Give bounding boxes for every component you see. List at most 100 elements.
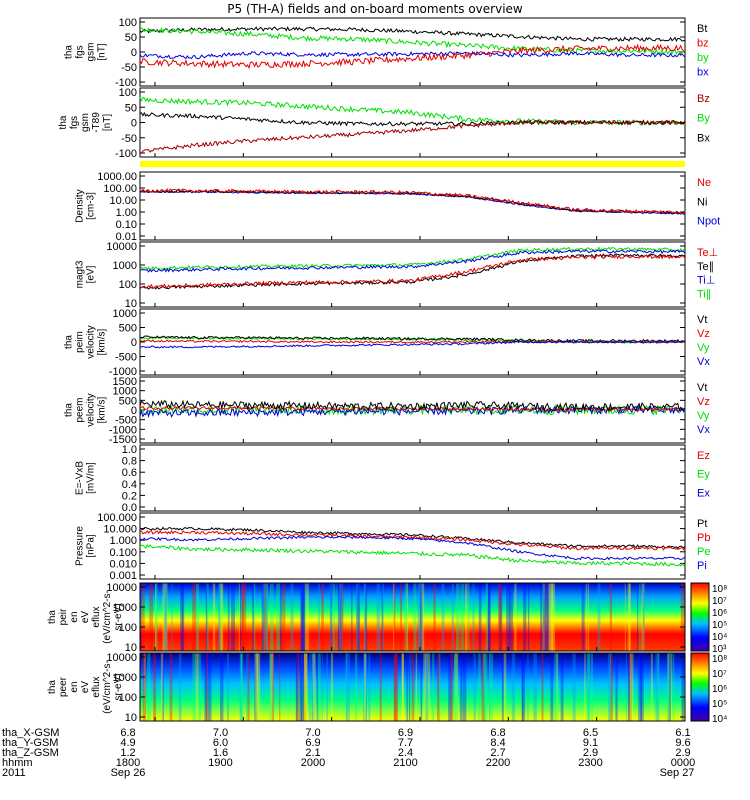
spectrogram-streak — [299, 653, 303, 721]
y-tick-label: 10000 — [106, 652, 137, 664]
panel-frame — [139, 241, 686, 308]
spectrogram-streak — [300, 653, 305, 721]
trace-pressure-0 — [139, 526, 686, 550]
spectrogram-streak — [454, 653, 459, 721]
spectrogram-streak — [142, 653, 146, 721]
spectrogram-streak — [423, 653, 427, 721]
legend-pressure-item: Pe — [697, 546, 710, 558]
spectrogram-streak — [607, 653, 611, 721]
spectrogram-streak — [610, 653, 613, 721]
y-tick-label: 100 — [119, 692, 137, 704]
y-tick-label: -1500 — [109, 434, 137, 446]
colorbar-peer — [690, 652, 710, 722]
x-tick-label: 6.0 — [213, 737, 228, 749]
trace-temp-1 — [139, 249, 686, 273]
legend-density-item: Ni — [697, 196, 707, 208]
spectrogram-streak — [413, 583, 417, 651]
spectrogram-streak — [587, 653, 590, 721]
spectrogram-streak — [303, 653, 308, 721]
spectrogram-streak — [296, 653, 300, 721]
spectrogram-streak — [401, 653, 404, 721]
spectrogram-streak — [301, 583, 305, 651]
legend-efield-item: Ex — [697, 487, 710, 499]
y-axis-label: peer — [58, 676, 69, 697]
x-tick-label: 2100 — [393, 757, 417, 769]
y-axis-label: [nT] — [97, 43, 108, 60]
y-tick-label: 500 — [119, 323, 137, 335]
spectrogram-streak — [317, 653, 321, 721]
x-tick-label: 2.1 — [305, 747, 320, 759]
spectrogram-streak — [503, 653, 507, 721]
trace-fgs-0 — [139, 26, 686, 43]
spectrogram-streak — [160, 653, 164, 721]
y-tick-label: 100.000 — [97, 512, 137, 524]
spectrogram-streak — [472, 583, 475, 651]
spectrogram-streak — [364, 583, 367, 651]
spectrogram-streak — [547, 583, 551, 651]
spectrogram-streak — [506, 583, 510, 651]
spectrogram-streak — [556, 653, 559, 721]
y-axis-label: peir — [58, 608, 69, 625]
legend-temp-item: Te⊥ — [697, 247, 718, 259]
y-axis-label: gsm — [80, 113, 91, 132]
spectrogram-streak — [304, 583, 306, 651]
spectrogram-streak — [205, 653, 209, 721]
y-axis-label: [km/s] — [97, 328, 108, 355]
spectrogram-streak — [487, 583, 491, 651]
spectrogram-streak — [541, 653, 544, 721]
y-axis-label: eV — [80, 681, 91, 694]
spectrogram-streak — [624, 583, 626, 651]
spectrogram-streak — [546, 583, 550, 651]
data-quality-bar — [140, 161, 685, 167]
spectrogram-streak — [499, 583, 503, 651]
spectrogram-streak — [460, 583, 465, 651]
spectrogram-streak — [511, 653, 516, 721]
plot-area-temp — [140, 242, 685, 307]
y-axis-label: [nT] — [102, 114, 113, 131]
y-tick-label: 10.00 — [109, 195, 137, 207]
spectrogram-streak — [439, 653, 441, 721]
x-tick-label: 9.1 — [583, 737, 598, 749]
y-tick-label: 0.6 — [122, 467, 137, 479]
trace-fgs-2 — [139, 50, 686, 60]
spectrogram-streak — [432, 653, 435, 721]
plot-area-fgs — [140, 18, 685, 86]
y-tick-label: 0.01 — [116, 231, 137, 243]
spectrogram-streak — [417, 583, 420, 651]
y-axis-label: sr-eV) — [113, 673, 124, 700]
spectrogram-streak — [340, 583, 342, 651]
colorbar-tick: 10⁸ — [712, 584, 727, 595]
legend-density-item: Ne — [697, 177, 711, 189]
y-tick-label: 100 — [119, 87, 137, 99]
y-axis-label: tha — [47, 610, 58, 624]
spectrogram-streak — [521, 653, 524, 721]
spectrogram-streak — [609, 583, 612, 651]
spectrogram-streak — [227, 653, 229, 721]
spectrogram-streak — [551, 583, 556, 651]
spectrogram-streak — [521, 653, 526, 721]
spectrogram-streak — [420, 583, 423, 651]
panel-fgs: 100 50 0 -50 -100 tha fgs gsm [nT] Bt bz by bx — [64, 17, 710, 89]
legend-peem-item: Vy — [697, 410, 710, 422]
spectrogram-streak — [279, 653, 281, 721]
spectrogram-streak — [195, 653, 199, 721]
spectrogram-streak — [542, 583, 545, 651]
legend-peim-item: Vy — [697, 342, 710, 354]
y-tick-label: 1000 — [113, 386, 137, 398]
row-label: hhmm — [2, 757, 33, 769]
trace-pressure-3 — [139, 543, 686, 567]
x-tick-label: 6.8 — [120, 727, 135, 739]
panel-frame — [139, 582, 686, 652]
x-tick-label: 0000 — [671, 757, 695, 769]
spectrogram-streak — [420, 583, 425, 651]
spectrogram-streak — [543, 583, 547, 651]
x-tick-label: 4.9 — [120, 737, 135, 749]
spectrogram-streak — [551, 583, 554, 651]
spectrogram-streak — [401, 653, 404, 721]
y-tick-label: 0.0 — [122, 502, 137, 514]
x-tick-label: 6.9 — [305, 737, 320, 749]
row-label: tha_Z-GSM — [2, 747, 59, 759]
spectrogram-streak — [489, 653, 494, 721]
spectrogram-streak — [473, 653, 476, 721]
spectrogram-streak — [627, 583, 631, 651]
